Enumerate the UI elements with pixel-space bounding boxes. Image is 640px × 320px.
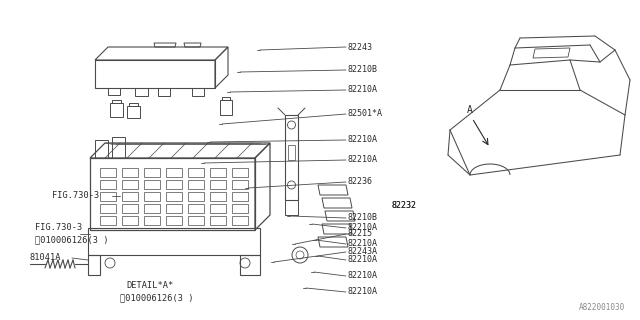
Text: 82210A: 82210A (348, 239, 378, 249)
Text: A822001030: A822001030 (579, 303, 625, 312)
Text: 82232: 82232 (392, 202, 417, 211)
Text: 82210A: 82210A (348, 287, 378, 297)
Text: 82210B: 82210B (348, 66, 378, 75)
Text: Ⓑ010006126(3 ): Ⓑ010006126(3 ) (120, 293, 193, 302)
Text: 82232: 82232 (392, 202, 417, 211)
Text: 81041A: 81041A (30, 253, 61, 262)
Text: 82243: 82243 (348, 43, 373, 52)
Text: 82501*A: 82501*A (348, 109, 383, 118)
Text: 82236: 82236 (348, 178, 373, 187)
Text: A: A (467, 105, 473, 115)
Text: DETAIL*A*: DETAIL*A* (126, 281, 173, 290)
Text: FIG.730-3: FIG.730-3 (52, 191, 99, 201)
Text: 82210A: 82210A (348, 85, 378, 94)
Text: 82215: 82215 (348, 229, 373, 238)
Text: 82210A: 82210A (348, 135, 378, 145)
Text: 82243A: 82243A (348, 247, 378, 257)
Text: Ⓑ010006126(3 ): Ⓑ010006126(3 ) (35, 236, 109, 244)
Text: 82210A: 82210A (348, 156, 378, 164)
Text: FIG.730-3: FIG.730-3 (35, 223, 83, 233)
Text: 82210A: 82210A (348, 271, 378, 281)
Text: 82210A: 82210A (348, 255, 378, 265)
Text: 82210B: 82210B (348, 213, 378, 222)
Text: 82210A: 82210A (348, 223, 378, 233)
